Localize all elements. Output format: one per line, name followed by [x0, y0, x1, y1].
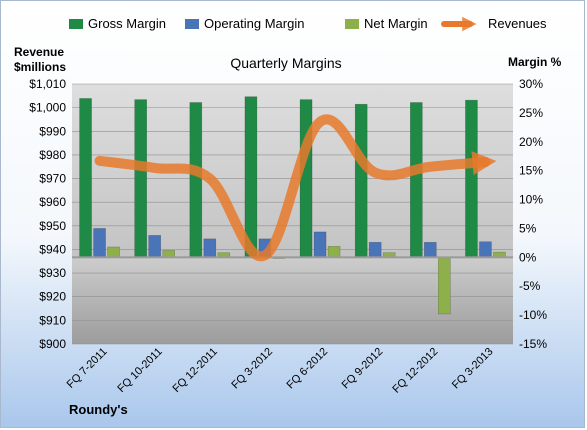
bar-gross-margin [299, 99, 313, 258]
bar-operating-margin [148, 235, 161, 258]
bar-gross-margin [410, 102, 423, 258]
right-tick-label: 25% [519, 106, 543, 120]
left-tick-label: $990 [39, 124, 66, 138]
revenue-point [374, 171, 377, 174]
bar-gross-margin [79, 98, 92, 258]
revenue-series [94, 114, 497, 262]
left-tick-label: $970 [39, 172, 66, 186]
left-tick-label: $1,010 [29, 77, 66, 91]
bar-net-margin [327, 246, 341, 258]
revenue-point [208, 177, 211, 180]
left-tick-label: $920 [39, 290, 66, 304]
legend: Gross Margin Operating Margin Net Margin… [69, 16, 547, 32]
left-tick-label: $1,000 [29, 101, 66, 115]
legend-item-gross-margin: Gross Margin [69, 16, 166, 31]
category-labels: FQ 7-2011 FQ 10-2011 FQ 12-2011 FQ 3-2012 FQ… [65, 346, 496, 396]
legend-item-revenues: Revenues [441, 16, 547, 32]
revenue-point [263, 254, 266, 257]
right-axis-title: Margin % [508, 55, 562, 69]
bar-gross-margin [134, 99, 147, 258]
revenue-point [429, 165, 432, 168]
legend-label-gross-margin: Gross Margin [88, 16, 166, 31]
left-tick-label: $960 [39, 195, 66, 209]
left-tick-label: $950 [39, 219, 66, 233]
legend-item-net-margin: Net Margin [345, 16, 428, 31]
legend-swatch-gross-margin [69, 19, 83, 29]
left-axis-title-line1: Revenue [14, 45, 64, 59]
bar-gross-margin [465, 99, 478, 258]
category-label: FQ 12-2011 [171, 346, 220, 395]
chart-title: Quarterly Margins [230, 55, 341, 71]
category-label: FQ 9-2012 [340, 346, 386, 392]
category-label: FQ 6-2012 [285, 346, 331, 392]
legend-label-operating-margin: Operating Margin [204, 16, 304, 31]
bar-operating-margin [93, 228, 106, 258]
bar-gross-margin [354, 103, 368, 258]
bar-gross-margin [189, 102, 203, 258]
category-label: FQ 12-2012 [390, 346, 440, 396]
right-tick-label: 0% [519, 250, 537, 264]
bar-net-margin [107, 246, 120, 258]
right-tick-label: 10% [519, 193, 543, 207]
zero-line [72, 256, 513, 259]
revenue-point [153, 166, 156, 169]
revenue-point [98, 159, 101, 162]
legend-swatch-net-margin [345, 19, 359, 29]
bar-operating-margin [479, 241, 492, 258]
bar-operating-margin [203, 238, 217, 258]
legend-label-revenues: Revenues [488, 16, 547, 31]
right-tick-label: 5% [519, 221, 537, 235]
bar-series [79, 96, 506, 315]
right-tick-label: -5% [519, 279, 541, 293]
legend-label-net-margin: Net Margin [364, 16, 428, 31]
right-axis-ticks: -15% -10% -5% 0% 5% 10% 15% 20% 25% 30% [519, 77, 547, 351]
revenue-point [319, 120, 322, 123]
revenue-point [484, 161, 487, 164]
category-label: FQ 3-2013 [450, 346, 496, 392]
left-tick-label: $940 [39, 242, 66, 256]
bar-operating-margin [313, 231, 327, 258]
category-label: FQ 10-2011 [115, 346, 164, 395]
bar-net-margin [438, 257, 451, 315]
bar-net-margin [162, 250, 175, 258]
bar-operating-margin [368, 242, 382, 258]
right-tick-label: -15% [519, 337, 547, 351]
right-tick-label: -10% [519, 308, 547, 322]
left-tick-label: $910 [39, 313, 66, 327]
zero-floor [72, 256, 513, 259]
right-tick-label: 30% [519, 77, 543, 91]
company-name: Roundy's [69, 402, 128, 417]
right-tick-label: 20% [519, 135, 543, 149]
left-axis-ticks: $900 $910 $920 $930 $940 $950 $960 $970 $980 $990… [29, 77, 66, 351]
bar-operating-margin [424, 242, 437, 258]
category-label: FQ 7-2011 [65, 346, 110, 391]
legend-item-operating-margin: Operating Margin [185, 16, 304, 31]
legend-swatch-operating-margin [185, 19, 199, 29]
left-axis-title-line2: $millions [14, 60, 66, 74]
bar-gross-margin [244, 96, 258, 258]
category-label: FQ 3-2012 [229, 346, 275, 392]
right-tick-label: 15% [519, 164, 543, 178]
left-tick-label: $900 [39, 337, 66, 351]
left-tick-label: $980 [39, 148, 66, 162]
left-tick-label: $930 [39, 266, 66, 280]
revenue-line [94, 114, 497, 262]
